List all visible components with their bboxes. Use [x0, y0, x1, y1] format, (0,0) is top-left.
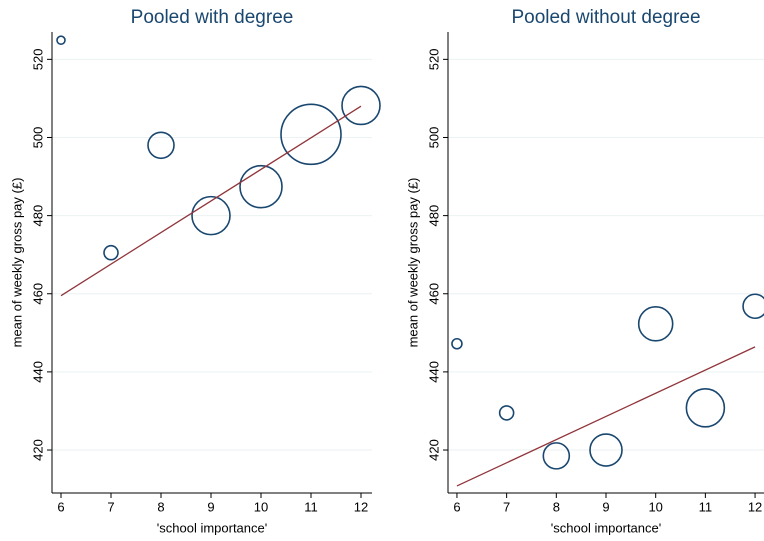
bubble	[542, 442, 571, 470]
x-tick-label: 10	[648, 499, 662, 514]
y-tick-label: 460	[30, 283, 45, 305]
panel: Pooled without degree 420 440 460 480 500 520 6…	[405, 7, 764, 535]
x-axis-label: 'school importance'	[157, 520, 267, 535]
bubble	[191, 195, 231, 236]
x-tick-label: 9	[207, 499, 214, 514]
y-tick-label: 520	[30, 48, 45, 70]
x-tick-label: 10	[254, 499, 268, 514]
x-tick-label: 6	[453, 499, 460, 514]
chart-title: Pooled with degree	[131, 7, 294, 28]
bubble	[589, 433, 623, 467]
y-axis-label: mean of weekly gross pay (£)	[405, 178, 420, 348]
y-tick-label: 520	[426, 48, 441, 70]
bubble	[341, 85, 381, 126]
bubble	[498, 405, 515, 421]
bubble	[637, 306, 674, 342]
y-tick-label: 500	[426, 127, 441, 149]
fit-line	[456, 346, 756, 487]
bubble	[103, 244, 119, 261]
bubble	[685, 388, 726, 428]
y-tick-label: 420	[426, 439, 441, 461]
bubble	[147, 131, 175, 160]
chart-title: Pooled without degree	[511, 7, 700, 28]
bubble	[56, 35, 66, 46]
bubble	[239, 164, 283, 209]
y-tick-label: 440	[426, 361, 441, 383]
y-tick-label: 420	[30, 439, 45, 461]
x-tick-label: 8	[157, 499, 164, 514]
bubble	[742, 293, 764, 320]
fit-line	[60, 105, 362, 297]
y-tick-label: 500	[30, 127, 45, 149]
y-tick-label: 480	[30, 205, 45, 227]
y-tick-label: 460	[426, 283, 441, 305]
x-tick-label: 7	[503, 499, 510, 514]
x-tick-label: 11	[699, 499, 713, 514]
x-tick-label: 6	[57, 499, 64, 514]
y-tick-label: 480	[426, 205, 441, 227]
x-tick-label: 7	[107, 499, 114, 514]
x-tick-label: 12	[354, 499, 368, 514]
x-tick-label: 8	[553, 499, 560, 514]
panel: Pooled with degree 420 440 460 480 500 520 6 7 8 9…	[9, 7, 381, 535]
y-tick-label: 440	[30, 361, 45, 383]
x-tick-label: 9	[602, 499, 609, 514]
y-axis-label: mean of weekly gross pay (£)	[9, 178, 24, 348]
bubble	[451, 337, 463, 350]
x-axis-label: 'school importance'	[551, 520, 661, 535]
bubble	[280, 103, 342, 166]
x-tick-label: 11	[304, 499, 318, 514]
x-tick-label: 12	[748, 499, 762, 514]
